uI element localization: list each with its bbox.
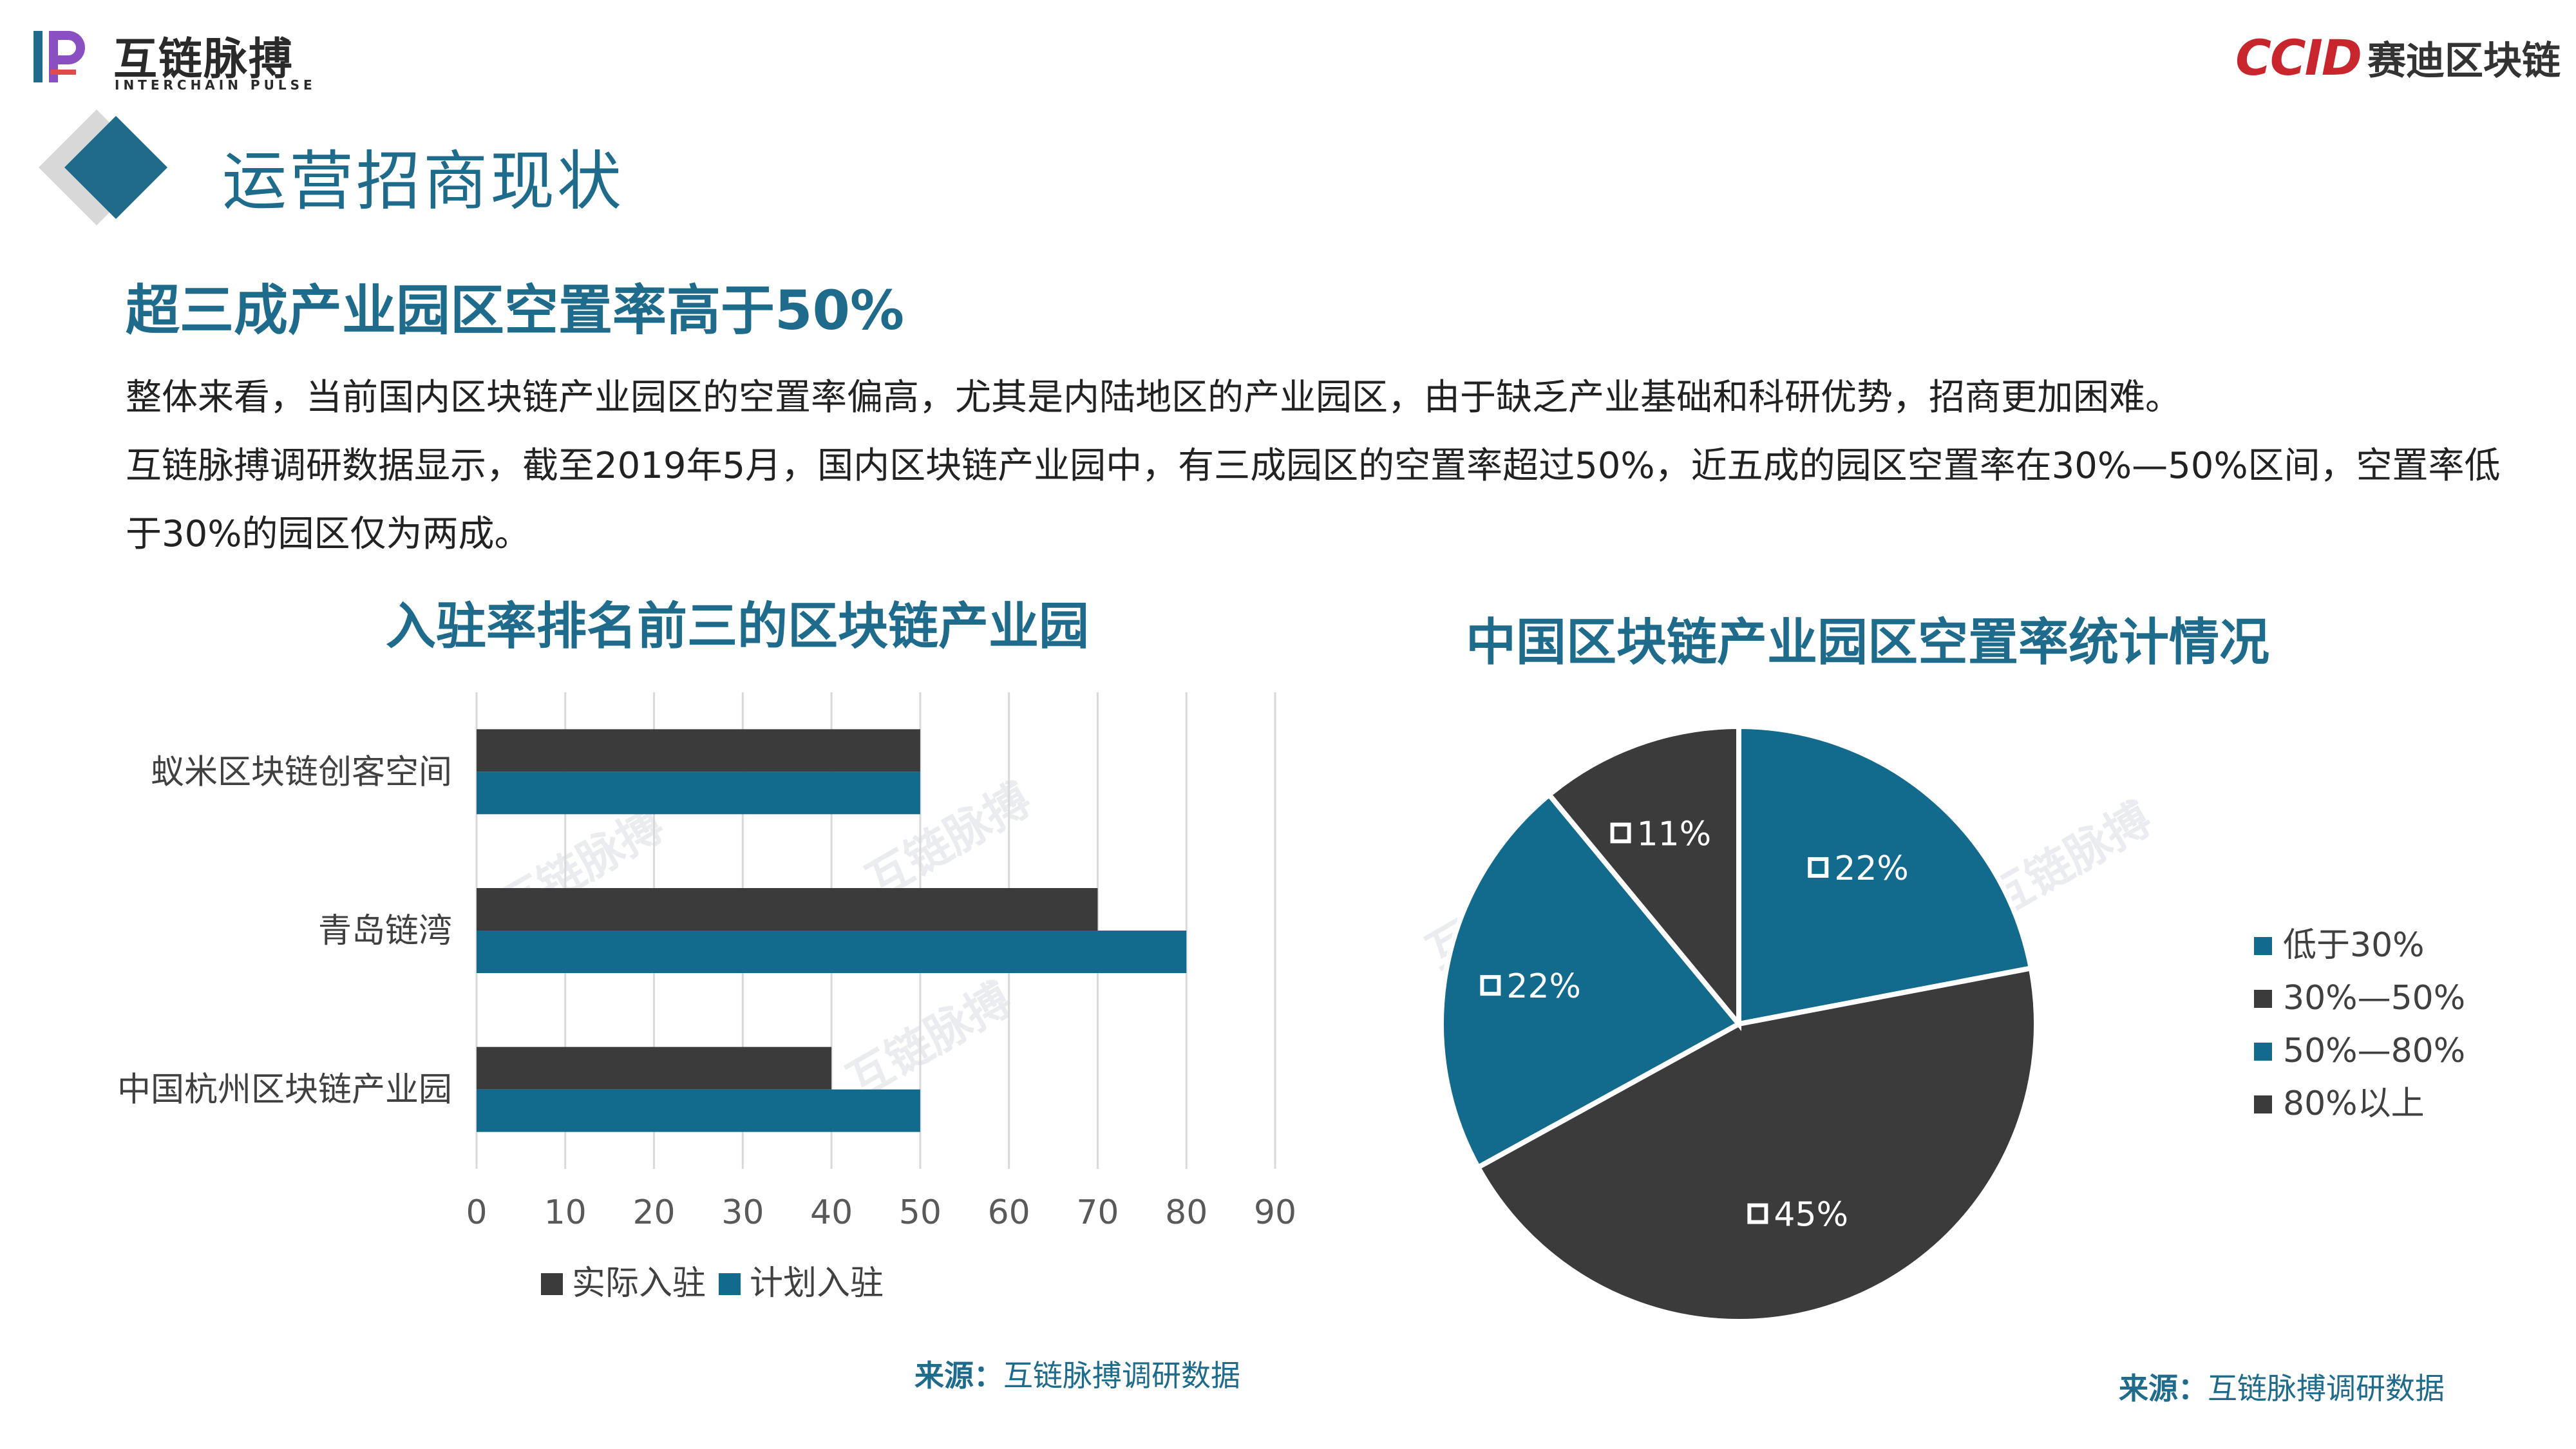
bar-tick-label: 20 [632,1193,675,1232]
bar-实际入驻 [477,888,1098,931]
body-paragraph-1: 整体来看，当前国内区块链产业园区的空置率偏高，尤其是内陆地区的产业园区，由于缺乏… [126,377,2181,419]
pie-value-label: 22% [1834,849,1909,888]
bar-marks [477,729,1187,1132]
pie-label-marker-icon [1610,822,1631,844]
bar-实际入驻 [477,729,920,772]
ccid-logo-cn: 赛迪区块链 [2367,38,2561,84]
pie-slice [1439,791,1743,1171]
section-title: 运营招商现状 [222,144,624,219]
bar-legend-label: 实际入驻 [572,1264,706,1303]
body-text: 整体来看，当前国内区块链产业园区的空置率偏高，尤其是内陆地区的产业园区，由于缺乏… [126,364,2508,569]
bar-tick-label: 40 [810,1193,853,1232]
interchain-pulse-logo: 互链脉搏 INTERCHAIN PULSE [31,19,327,97]
bar-category-label: 中国杭州区块链产业园 [117,1071,452,1110]
pie-value-label: 22% [1506,967,1581,1006]
pie-legend: 低于30% 30%—50% 50%—80% 80%以上 [2254,926,2465,1123]
headline: 超三成产业园区空置率高于50% [126,279,905,342]
pie-legend-swatch [2254,937,2272,955]
pie-source: 来源：互链脉搏调研数据 [2119,1365,2445,1408]
pie-label-marker-icon [1480,975,1501,996]
bar-tick-label: 90 [1254,1193,1296,1232]
bar-chart-title: 入驻率排名前三的区块链产业园 [385,598,1089,656]
pie-legend-label: 80%以上 [2283,1084,2425,1123]
pie-legend-label: 30%—50% [2283,979,2465,1018]
pie-slice [1474,965,2039,1324]
bar-tick-label: 50 [899,1193,942,1232]
pie-slice [1736,723,2034,1027]
bar-category-label: 蚁米区块链创客空间 [151,753,452,791]
pie-chart-title: 中国区块链产业园区空置率统计情况 [1465,614,2269,672]
pie-source-text: 互链脉搏调研数据 [2208,1371,2445,1406]
bar-legend: 实际入驻 计划入驻 [541,1264,884,1303]
pie-legend-label: 50%—80% [2283,1032,2465,1070]
bar-legend-swatch [719,1273,741,1295]
pie-value-label: 45% [1774,1196,1848,1235]
bar-计划入驻 [477,772,920,815]
bar-tick-label: 30 [721,1193,764,1232]
bar-category-label: 青岛链湾 [318,912,452,951]
bar-tick-label: 60 [988,1193,1030,1232]
pie-legend-swatch [2254,1043,2272,1061]
logo-left-cn: 互链脉搏 [113,34,294,85]
pie-label-marker-icon [1808,857,1829,878]
section-diamond-icon [39,109,167,225]
pie-chart: 22% 45% 22% 11% 低于30% 30%—50% 50%—80% 80%以上 [1439,723,2465,1324]
bar-source-label: 来源： [914,1358,1003,1393]
pie-legend-swatch [2254,1095,2272,1113]
ccid-logo-text: CCID [2235,28,2362,86]
pie-slices [1439,723,2039,1324]
bar-计划入驻 [477,931,1187,973]
bar-source-text: 互链脉搏调研数据 [1003,1358,1240,1393]
bar-实际入驻 [477,1046,832,1090]
logo-left-en: INTERCHAIN PULSE [115,77,316,93]
bar-tick-label: 10 [544,1193,587,1232]
interchain-pulse-logo-icon [33,31,85,82]
bar-计划入驻 [477,1089,920,1132]
bar-legend-swatch [541,1273,563,1295]
pie-value-labels: 22% 45% 22% 11% [1480,815,1909,1235]
ccid-logo: CCID 赛迪区块链 [2235,28,2561,86]
pie-legend-swatch [2254,990,2272,1008]
bar-tick-label: 80 [1165,1193,1208,1232]
bar-legend-label: 计划入驻 [750,1264,884,1303]
bar-tick-label: 70 [1076,1193,1119,1232]
pie-value-label: 11% [1637,815,1712,853]
bar-tick-label: 0 [466,1193,487,1232]
bar-source: 来源：互链脉搏调研数据 [914,1352,1240,1395]
pie-legend-label: 低于30% [2283,926,2425,965]
pie-source-label: 来源： [2119,1371,2208,1406]
pie-slice [1545,723,1741,1032]
body-paragraph-2: 互链脉搏调研数据显示，截至2019年5月，国内区块链产业园中，有三成园区的空置率… [126,445,2501,555]
pie-label-marker-icon [1747,1203,1768,1224]
bar-tick-labels: 0 10 20 30 40 50 60 70 80 90 [466,1193,1296,1232]
